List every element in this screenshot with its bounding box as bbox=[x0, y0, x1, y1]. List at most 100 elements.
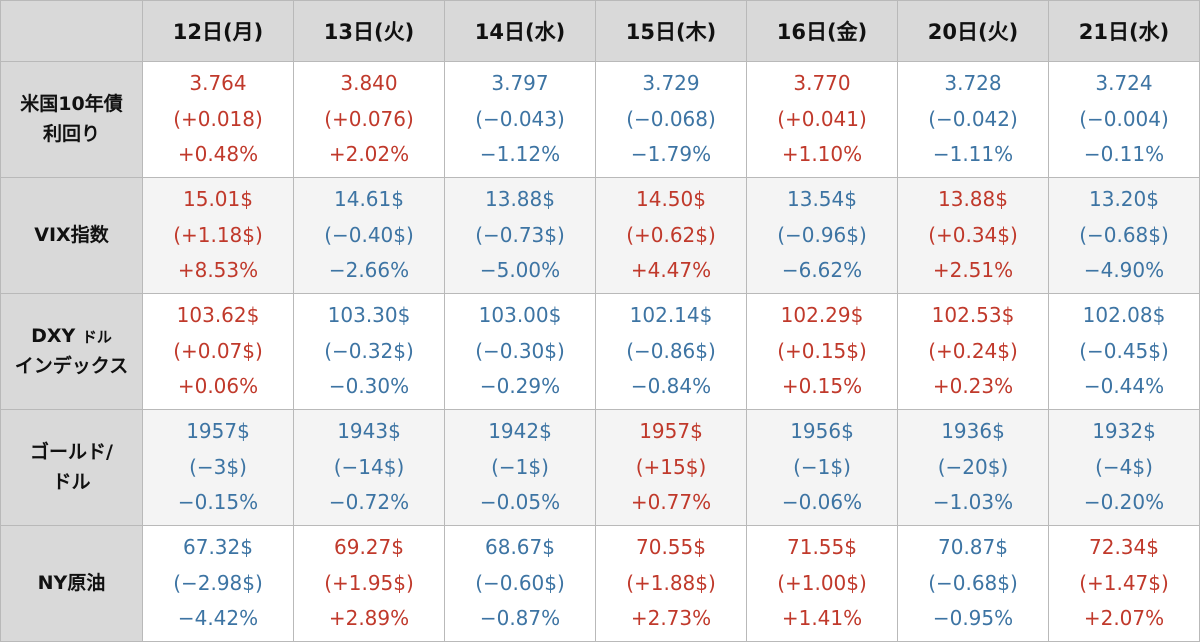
cell-change: (−0.042) bbox=[928, 106, 1018, 131]
cell-change: (+0.041) bbox=[777, 106, 867, 131]
cell-value: 3.729 bbox=[642, 71, 700, 96]
cell-change: (−0.043) bbox=[475, 106, 565, 131]
cell-value: 70.87$ bbox=[938, 535, 1008, 560]
cell-change: (−0.96$) bbox=[777, 222, 867, 247]
data-cell: 3.770 (+0.041) +1.10% bbox=[746, 61, 898, 178]
data-cell: 3.840 (+0.076) +2.02% bbox=[293, 61, 445, 178]
day-header: 13日(火) bbox=[293, 0, 445, 62]
row-label-line1: NY原油 bbox=[37, 571, 106, 594]
day-header: 21日(水) bbox=[1048, 0, 1200, 62]
cell-value: 1943$ bbox=[337, 419, 401, 444]
cell-value: 13.20$ bbox=[1089, 187, 1159, 212]
cell-percent: −0.30% bbox=[328, 374, 410, 399]
cell-percent: +0.48% bbox=[177, 142, 259, 167]
day-header: 12日(月) bbox=[142, 0, 294, 62]
cell-value: 14.61$ bbox=[334, 187, 404, 212]
cell-change: (+0.62$) bbox=[626, 222, 716, 247]
cell-percent: +8.53% bbox=[177, 258, 259, 283]
day-header: 14日(水) bbox=[444, 0, 596, 62]
data-cell: 3.797 (−0.043) −1.12% bbox=[444, 61, 596, 178]
cell-percent: +0.15% bbox=[781, 374, 863, 399]
data-cell: 102.14$ (−0.86$) −0.84% bbox=[595, 293, 747, 410]
data-cell: 3.724 (−0.004) −0.11% bbox=[1048, 61, 1200, 178]
row-label: NY原油 bbox=[0, 525, 143, 642]
cell-change: (−20$) bbox=[937, 454, 1009, 479]
cell-value: 14.50$ bbox=[636, 187, 706, 212]
cell-change: (+0.076) bbox=[324, 106, 414, 131]
cell-change: (+15$) bbox=[635, 454, 707, 479]
cell-value: 103.30$ bbox=[327, 303, 411, 328]
data-cell: 1943$ (−14$) −0.72% bbox=[293, 409, 445, 526]
data-cell: 13.20$ (−0.68$) −4.90% bbox=[1048, 177, 1200, 294]
data-cell: 103.00$ (−0.30$) −0.29% bbox=[444, 293, 596, 410]
data-cell: 69.27$ (+1.95$) +2.89% bbox=[293, 525, 445, 642]
row-label-line1: ゴールド/ bbox=[30, 441, 113, 464]
row-label: 米国10年債 利回り bbox=[0, 61, 143, 178]
table-row: ゴールド/ドル 1957$ (−3$) −0.15% 1943$ (−14$) −0.72%… bbox=[0, 409, 1200, 526]
cell-percent: +4.47% bbox=[630, 258, 712, 283]
cell-value: 103.62$ bbox=[176, 303, 260, 328]
cell-value: 71.55$ bbox=[787, 535, 857, 560]
cell-change: (−0.004) bbox=[1079, 106, 1169, 131]
cell-percent: −0.95% bbox=[932, 606, 1014, 631]
data-cell: 1942$ (−1$) −0.05% bbox=[444, 409, 596, 526]
cell-percent: −0.44% bbox=[1083, 374, 1165, 399]
cell-change: (−0.73$) bbox=[475, 222, 565, 247]
cell-percent: −1.11% bbox=[932, 142, 1014, 167]
data-cell: 1956$ (−1$) −0.06% bbox=[746, 409, 898, 526]
cell-value: 72.34$ bbox=[1089, 535, 1159, 560]
row-label-line2: インデックス bbox=[14, 354, 129, 377]
cell-change: (−0.68$) bbox=[1079, 222, 1169, 247]
cell-percent: +2.89% bbox=[328, 606, 410, 631]
day-header: 20日(火) bbox=[897, 0, 1049, 62]
data-cell: 3.729 (−0.068) −1.79% bbox=[595, 61, 747, 178]
cell-change: (+1.00$) bbox=[777, 570, 867, 595]
cell-change: (−0.30$) bbox=[475, 338, 565, 363]
cell-percent: +1.41% bbox=[781, 606, 863, 631]
cell-change: (−0.68$) bbox=[928, 570, 1018, 595]
cell-change: (−0.86$) bbox=[626, 338, 716, 363]
row-label-suffix: ドル bbox=[81, 328, 112, 347]
cell-value: 3.840 bbox=[340, 71, 398, 96]
cell-value: 3.728 bbox=[944, 71, 1002, 96]
cell-value: 1936$ bbox=[941, 419, 1005, 444]
cell-value: 1942$ bbox=[488, 419, 552, 444]
data-cell: 3.728 (−0.042) −1.11% bbox=[897, 61, 1049, 178]
cell-value: 15.01$ bbox=[183, 187, 253, 212]
cell-percent: +0.77% bbox=[630, 490, 712, 515]
cell-change: (−14$) bbox=[333, 454, 405, 479]
data-cell: 68.67$ (−0.60$) −0.87% bbox=[444, 525, 596, 642]
cell-percent: −0.20% bbox=[1083, 490, 1165, 515]
cell-change: (+1.18$) bbox=[173, 222, 263, 247]
cell-value: 3.770 bbox=[793, 71, 851, 96]
data-cell: 1936$ (−20$) −1.03% bbox=[897, 409, 1049, 526]
cell-percent: +1.10% bbox=[781, 142, 863, 167]
data-cell: 14.61$ (−0.40$) −2.66% bbox=[293, 177, 445, 294]
cell-percent: +2.51% bbox=[932, 258, 1014, 283]
cell-change: (−0.45$) bbox=[1079, 338, 1169, 363]
data-cell: 103.30$ (−0.32$) −0.30% bbox=[293, 293, 445, 410]
data-cell: 102.08$ (−0.45$) −0.44% bbox=[1048, 293, 1200, 410]
cell-percent: +2.02% bbox=[328, 142, 410, 167]
data-cell: 13.54$ (−0.96$) −6.62% bbox=[746, 177, 898, 294]
cell-change: (+0.07$) bbox=[173, 338, 263, 363]
data-cell: 71.55$ (+1.00$) +1.41% bbox=[746, 525, 898, 642]
cell-change: (−1$) bbox=[491, 454, 549, 479]
data-cell: 1957$ (−3$) −0.15% bbox=[142, 409, 294, 526]
cell-value: 3.724 bbox=[1095, 71, 1153, 96]
cell-percent: +2.73% bbox=[630, 606, 712, 631]
cell-change: (+1.88$) bbox=[626, 570, 716, 595]
cell-value: 13.88$ bbox=[485, 187, 555, 212]
header-row: 12日(月) 13日(火) 14日(水) 15日(木) 16日(金) 20日(火… bbox=[0, 0, 1200, 62]
cell-percent: −4.42% bbox=[177, 606, 259, 631]
cell-percent: −6.62% bbox=[781, 258, 863, 283]
table-row: DXY ドル インデックス 103.62$ (+0.07$) +0.06% 103.30$… bbox=[0, 293, 1200, 410]
data-cell: 3.764 (+0.018) +0.48% bbox=[142, 61, 294, 178]
cell-change: (−1$) bbox=[793, 454, 851, 479]
cell-change: (−0.60$) bbox=[475, 570, 565, 595]
row-label-line1: 米国10年債 bbox=[20, 93, 123, 116]
data-cell: 70.55$ (+1.88$) +2.73% bbox=[595, 525, 747, 642]
data-cell: 102.29$ (+0.15$) +0.15% bbox=[746, 293, 898, 410]
cell-value: 103.00$ bbox=[478, 303, 562, 328]
